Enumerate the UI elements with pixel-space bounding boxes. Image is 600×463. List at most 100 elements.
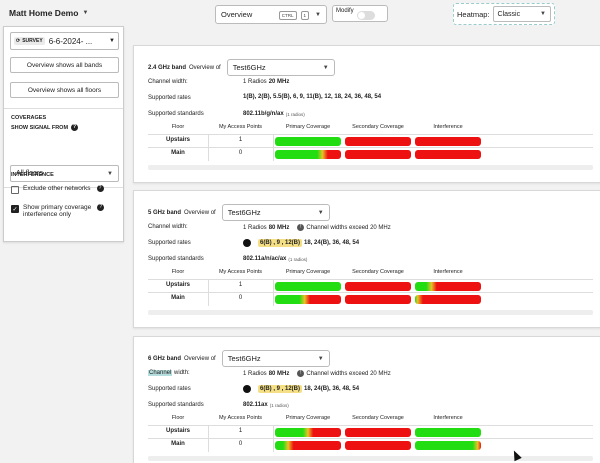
secondary-coverage-bar[interactable]	[345, 282, 411, 291]
aps-cell: 0	[238, 150, 243, 156]
standards-radios: (1 radios)	[288, 256, 308, 262]
interference-coverage-bar[interactable]	[415, 282, 481, 291]
aps-cell: 1	[238, 137, 243, 143]
supported-rates-label: Supported rates	[148, 240, 191, 246]
table-row[interactable]: Main 0	[148, 147, 593, 161]
column-header-aps: My Access Points	[218, 124, 263, 130]
survey-selector[interactable]: ⟳ SURVEY 6-6-2024- ... ▼	[10, 32, 119, 50]
band-card: 2.4 GHz band Overview of Test6GHz ▼ Chan…	[133, 45, 600, 183]
modify-toggle[interactable]	[356, 11, 375, 20]
supported-standards-value: 802.11a/n/ac/ax (1 radios)	[243, 256, 307, 262]
secondary-coverage-bar[interactable]	[345, 295, 411, 304]
column-header-aps: My Access Points	[218, 415, 263, 421]
secondary-coverage-bar[interactable]	[345, 150, 411, 159]
secondary-coverage-bar[interactable]	[345, 137, 411, 146]
column-divider	[208, 293, 209, 306]
primary-coverage-bar[interactable]	[275, 295, 341, 304]
exclude-networks-checkbox[interactable]: Exclude other networks ?	[11, 185, 104, 194]
column-divider	[273, 280, 274, 293]
help-icon[interactable]: ?	[71, 124, 79, 131]
column-header-floor: Floor	[171, 269, 185, 275]
standards-radios: (1 radios)	[269, 402, 289, 408]
column-header-primary: Primary Coverage	[285, 415, 331, 421]
supported-standards-value: 802.11ax (1 radios)	[243, 402, 289, 408]
primary-interference-checkbox[interactable]: ✓ Show primary coverage? interference on…	[11, 204, 105, 218]
column-header-floor: Floor	[171, 124, 185, 130]
primary-coverage-bar[interactable]	[275, 441, 341, 450]
overview-of-label: Overview of	[189, 64, 221, 71]
network-name: Test6GHz	[227, 208, 261, 217]
checkbox-empty-icon[interactable]	[11, 186, 19, 194]
primary-interference-label: Show primary coverage? interference only	[23, 204, 105, 218]
band-name: 6 GHz band	[148, 355, 182, 362]
heatmap-select[interactable]: Classic ▼	[492, 6, 551, 22]
project-name: Matt Home Demo	[9, 8, 79, 18]
network-select[interactable]: Test6GHz ▼	[221, 350, 330, 367]
project-selector[interactable]: Matt Home Demo ▼	[9, 8, 88, 18]
help-icon[interactable]: ?	[97, 204, 105, 211]
chevron-down-icon: ▼	[109, 38, 115, 44]
standards-radios: (1 radios)	[285, 111, 305, 117]
table-row[interactable]: Upstairs 1	[148, 279, 593, 293]
table-row[interactable]: Main 0	[148, 438, 593, 452]
sidebar: ⟳ SURVEY 6-6-2024- ... ▼ Overview shows …	[3, 26, 124, 242]
column-header-floor: Floor	[171, 415, 185, 421]
primary-coverage-bar[interactable]	[275, 150, 341, 159]
column-header-primary: Primary Coverage	[285, 124, 331, 130]
heatmap-label: Heatmap:	[457, 9, 490, 19]
column-header-interference: Interference	[433, 269, 463, 275]
floor-cell: Main	[171, 150, 185, 156]
floor-cell: Upstairs	[165, 282, 190, 288]
show-signal-label: SHOW SIGNAL FROM	[11, 124, 69, 131]
secondary-coverage-bar[interactable]	[345, 428, 411, 437]
horizontal-scrollbar[interactable]	[148, 456, 593, 461]
supported-standards-label: Supported standards	[148, 256, 204, 262]
caret-down-icon: ▼	[82, 10, 89, 16]
network-select[interactable]: Test6GHz ▼	[226, 59, 335, 76]
interference-coverage-bar[interactable]	[415, 295, 481, 304]
chevron-down-icon: ▼	[322, 64, 329, 71]
checkbox-checked-icon[interactable]: ✓	[11, 205, 19, 213]
table-row[interactable]: Upstairs 1	[148, 425, 593, 439]
coverages-heading: COVERAGES	[11, 115, 47, 121]
status-dot-icon	[243, 385, 251, 393]
network-select[interactable]: Test6GHz ▼	[221, 204, 330, 221]
all-bands-button[interactable]: Overview shows all bands	[10, 57, 119, 73]
primary-coverage-bar[interactable]	[275, 282, 341, 291]
modify-toggle-group: Modify	[332, 5, 388, 22]
primary-coverage-bar[interactable]	[275, 428, 341, 437]
interference-coverage-bar[interactable]	[415, 150, 481, 159]
interference-coverage-bar[interactable]	[415, 137, 481, 146]
survey-badge-label: SURVEY	[22, 38, 43, 44]
floor-cell: Main	[171, 295, 185, 301]
secondary-coverage-bar[interactable]	[345, 441, 411, 450]
supported-rates-value: 6(B) , 9 , 12(B) 18, 24(B), 36, 48, 54	[243, 385, 359, 393]
channel-radios: 1 Radios	[243, 224, 267, 231]
exclude-networks-label: Exclude other networks	[23, 185, 91, 192]
supported-standards-label: Supported standards	[148, 402, 204, 408]
floor-select[interactable]: All floors ▼	[10, 165, 119, 182]
view-selector[interactable]: Overview CTRL 1 ▼	[215, 5, 327, 24]
table-row[interactable]: Upstairs 1	[148, 134, 593, 148]
all-floors-button[interactable]: Overview shows all floors	[10, 82, 119, 98]
interference-coverage-bar[interactable]	[415, 428, 481, 437]
coverage-table: Floor My Access Points Primary Coverage Sec…	[148, 124, 593, 164]
table-row[interactable]: Main 0	[148, 292, 593, 306]
channel-width-label: Channel width:	[148, 370, 190, 376]
horizontal-scrollbar[interactable]	[148, 165, 593, 170]
column-divider	[273, 439, 274, 452]
chevron-down-icon: ▼	[540, 11, 546, 17]
warning-icon: !	[297, 224, 305, 231]
supported-standards: 802.11a/n/ac/ax	[243, 256, 287, 262]
coverage-table: Floor My Access Points Primary Coverage Sec…	[148, 269, 593, 309]
help-icon[interactable]: ?	[96, 185, 104, 192]
column-divider	[273, 426, 274, 439]
horizontal-scrollbar[interactable]	[148, 310, 593, 315]
primary-coverage-bar[interactable]	[275, 137, 341, 146]
supported-rates-value: 6(B) , 9 , 12(B) 18, 24(B), 36, 48, 54	[243, 239, 359, 247]
aps-cell: 1	[238, 428, 243, 434]
chevron-down-icon: ▼	[315, 11, 321, 18]
interference-coverage-bar[interactable]	[415, 441, 481, 450]
survey-icon: ⟳	[16, 38, 21, 44]
channel-width: 80 MHz	[268, 370, 290, 377]
